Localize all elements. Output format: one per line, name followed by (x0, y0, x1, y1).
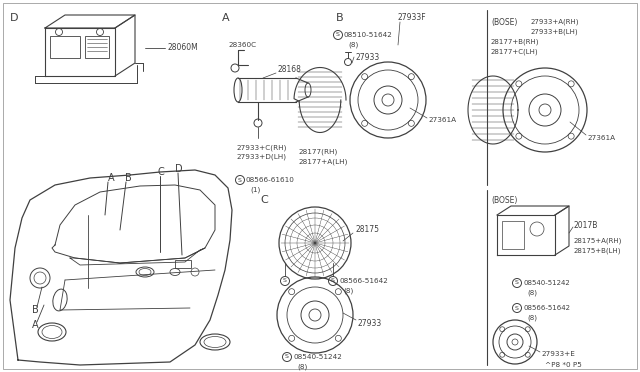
Text: 27933+B(LH): 27933+B(LH) (531, 29, 579, 35)
Bar (85, 36, 109, 58)
Text: 28168: 28168 (278, 65, 302, 74)
Text: S: S (336, 32, 340, 38)
Text: 27933: 27933 (356, 52, 380, 61)
Text: 27933F: 27933F (398, 13, 427, 22)
Bar (502, 221, 524, 249)
Text: (8): (8) (527, 290, 537, 296)
Text: 2017B: 2017B (574, 221, 598, 230)
Text: 27361A: 27361A (428, 117, 456, 123)
Text: 08566-51642: 08566-51642 (523, 305, 570, 311)
Text: S: S (515, 305, 519, 311)
Text: (8): (8) (527, 315, 537, 321)
Text: D: D (175, 164, 182, 174)
Text: 28177+B(RH): 28177+B(RH) (491, 39, 540, 45)
Text: 28175+B(LH): 28175+B(LH) (574, 248, 621, 254)
Text: 28177+A(LH): 28177+A(LH) (298, 159, 348, 165)
Text: 08540-51242: 08540-51242 (523, 280, 570, 286)
Text: 27933+C(RH): 27933+C(RH) (236, 145, 286, 151)
Text: 28360C: 28360C (228, 42, 256, 48)
Text: 28175+A(RH): 28175+A(RH) (574, 238, 622, 244)
Text: (8): (8) (348, 42, 358, 48)
Text: 27933+A(RH): 27933+A(RH) (531, 19, 579, 25)
Text: (BOSE): (BOSE) (491, 196, 517, 205)
Text: (8): (8) (343, 288, 353, 294)
Text: A: A (222, 13, 230, 23)
Text: S: S (283, 279, 287, 283)
Text: 27933: 27933 (357, 318, 381, 327)
Text: (8): (8) (297, 364, 307, 370)
Text: B: B (125, 173, 132, 183)
Text: 08566-61610: 08566-61610 (246, 177, 295, 183)
Text: S: S (515, 280, 519, 285)
Text: (BOSE): (BOSE) (491, 17, 517, 26)
Text: B: B (336, 13, 344, 23)
Text: 27361A: 27361A (587, 135, 615, 141)
Text: (1): (1) (250, 187, 260, 193)
Text: 28060M: 28060M (167, 44, 198, 52)
Text: S: S (331, 279, 335, 283)
Text: 08566-51642: 08566-51642 (339, 278, 388, 284)
Text: C: C (260, 195, 268, 205)
Text: A: A (32, 320, 38, 330)
Text: S: S (285, 355, 289, 359)
Text: 28177(RH): 28177(RH) (298, 149, 337, 155)
Bar (175, 260, 191, 268)
Text: S: S (238, 177, 242, 183)
Text: 08510-51642: 08510-51642 (344, 32, 393, 38)
Text: 28177+C(LH): 28177+C(LH) (491, 49, 539, 55)
Text: 08540-51242: 08540-51242 (293, 354, 342, 360)
Bar (50, 36, 80, 58)
Text: C: C (158, 167, 164, 177)
Text: 28175: 28175 (355, 225, 379, 234)
Text: 27933+D(LH): 27933+D(LH) (236, 154, 286, 160)
Text: ^P8 *0 P5: ^P8 *0 P5 (545, 362, 582, 368)
Text: B: B (32, 305, 39, 315)
Text: 27933+E: 27933+E (541, 351, 575, 357)
Text: D: D (10, 13, 19, 23)
Text: A: A (108, 173, 115, 183)
